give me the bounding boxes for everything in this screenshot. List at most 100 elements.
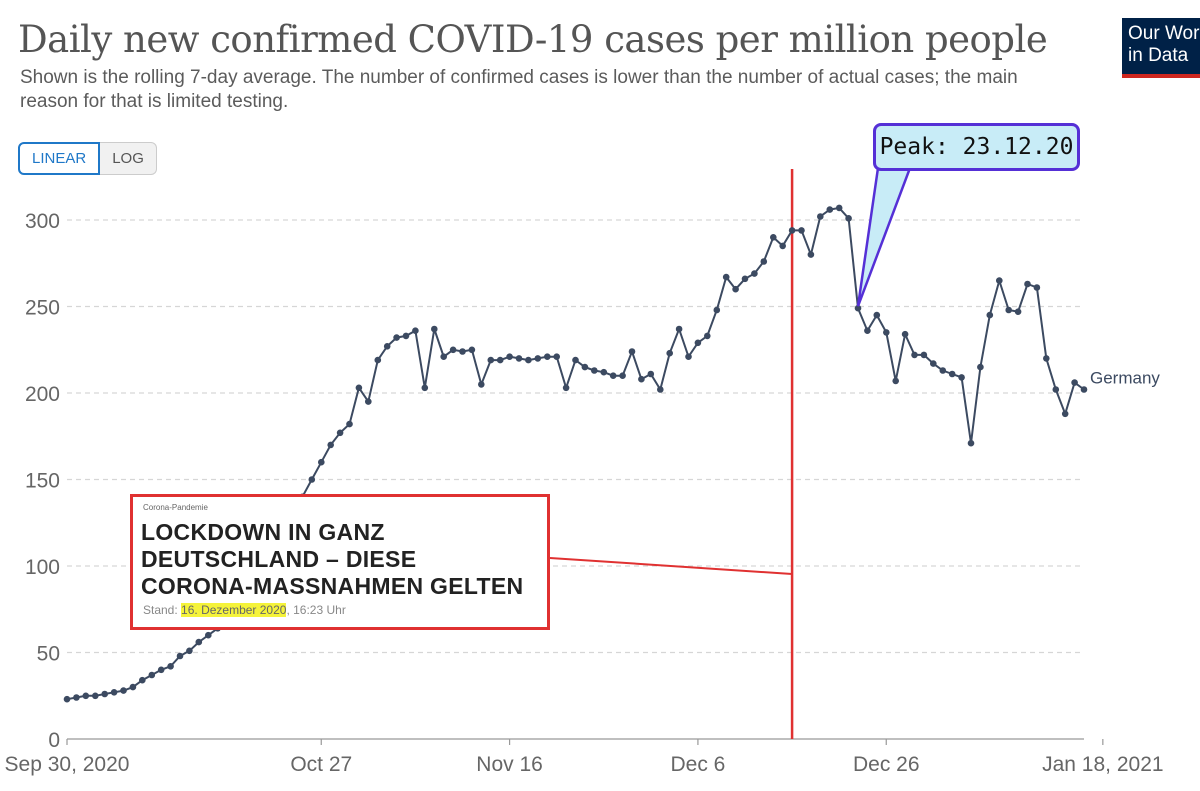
linear-scale-button[interactable]: LINEAR <box>18 142 101 175</box>
data-point <box>553 353 560 361</box>
data-point <box>157 666 165 674</box>
y-tick-label: 150 <box>25 470 60 493</box>
data-point <box>657 386 664 393</box>
data-point <box>760 258 768 265</box>
data-point <box>506 353 513 361</box>
data-point <box>854 304 862 312</box>
data-point <box>383 343 391 350</box>
data-point <box>948 370 956 378</box>
data-point <box>110 689 118 696</box>
series-label-germany[interactable]: Germany <box>1090 369 1160 388</box>
data-point <box>544 353 551 361</box>
data-point <box>798 227 805 234</box>
data-point <box>336 429 344 437</box>
data-point <box>101 690 108 698</box>
data-point <box>864 327 871 335</box>
data-point <box>176 652 184 660</box>
stand-date-highlight: 16. Dezember 2020 <box>181 603 287 617</box>
data-point <box>82 692 90 700</box>
data-point <box>63 695 71 703</box>
y-tick-label: 200 <box>25 383 60 406</box>
data-point <box>600 368 608 376</box>
data-point <box>205 631 212 639</box>
data-point <box>647 370 655 378</box>
data-point <box>977 363 984 371</box>
data-point <box>770 234 777 241</box>
data-point <box>186 647 193 655</box>
data-point <box>73 694 80 701</box>
data-point <box>675 325 683 333</box>
news-headline-line: CORONA-MASSNAHMEN GELTEN <box>141 573 524 599</box>
data-point <box>440 353 448 361</box>
data-point <box>930 360 937 367</box>
data-point <box>591 367 598 374</box>
data-point <box>901 330 909 338</box>
data-point <box>449 346 457 354</box>
data-point <box>967 439 975 447</box>
x-tick-label: Sep 30, 2020 <box>5 753 130 776</box>
peak-callout: Peak: 23.12.20 <box>873 123 1080 171</box>
data-point <box>431 325 438 333</box>
data-point <box>421 384 429 392</box>
data-point <box>1061 410 1069 418</box>
data-point <box>666 349 673 357</box>
news-kicker: Corona-Pandemie <box>143 503 208 512</box>
data-point <box>534 355 542 362</box>
data-point <box>148 671 156 679</box>
data-point <box>412 327 419 335</box>
data-point <box>939 367 947 374</box>
y-axis: 0 50 100 150 200 250 300 <box>25 210 60 752</box>
data-point <box>817 213 824 220</box>
x-axis: Sep 30, 2020 Oct 27 Nov 16 Dec 6 Dec 26 Jan 1… <box>5 738 1164 776</box>
y-tick-label: 0 <box>48 729 60 752</box>
data-point <box>515 355 523 362</box>
data-point <box>638 375 645 383</box>
data-point <box>751 270 758 277</box>
y-tick-label: 300 <box>25 210 60 233</box>
data-point <box>374 356 382 364</box>
data-point <box>402 332 410 340</box>
x-tick-label: Jan 18, 2021 <box>1042 753 1163 776</box>
data-point <box>1071 379 1078 386</box>
data-point <box>996 277 1003 284</box>
y-tick-label: 250 <box>25 297 60 320</box>
news-connector-line <box>549 557 793 575</box>
data-point <box>308 476 316 483</box>
data-point <box>346 420 353 428</box>
news-headline-line: LOCKDOWN IN GANZ <box>141 519 385 545</box>
data-point <box>741 275 749 283</box>
chart-title: Daily new confirmed COVID-19 cases per m… <box>18 18 1048 61</box>
data-point <box>139 676 146 684</box>
stand-time: , 16:23 Uhr <box>286 603 346 617</box>
x-tick-label: Dec 6 <box>670 753 725 776</box>
data-point <box>628 348 636 355</box>
data-point <box>619 372 626 380</box>
data-point <box>318 458 325 466</box>
x-tick-label: Dec 26 <box>853 753 920 776</box>
data-point <box>722 273 730 281</box>
owid-logo[interactable]: Our World in Data <box>1122 18 1200 78</box>
data-point <box>1014 308 1022 316</box>
data-point <box>845 215 852 222</box>
scale-toggle: LINEAR LOG <box>18 142 157 175</box>
data-point <box>129 683 137 691</box>
data-point <box>167 663 174 670</box>
data-point <box>1043 355 1050 362</box>
data-point <box>892 377 899 385</box>
chart-subtitle: Shown is the rolling 7-day average. The … <box>20 67 1018 112</box>
data-point <box>1080 386 1088 393</box>
data-point <box>1052 386 1060 393</box>
grid-lines <box>67 219 1084 654</box>
data-point <box>958 374 965 381</box>
data-point <box>911 351 918 359</box>
logo-line-2: in Data <box>1128 45 1189 66</box>
data-point <box>496 356 504 364</box>
data-point <box>327 441 335 449</box>
log-scale-button[interactable]: LOG <box>100 142 157 175</box>
data-point <box>920 351 928 359</box>
logo-line-1: Our World <box>1128 23 1200 44</box>
data-point <box>365 398 372 405</box>
data-point <box>713 306 721 314</box>
data-point <box>562 384 570 392</box>
